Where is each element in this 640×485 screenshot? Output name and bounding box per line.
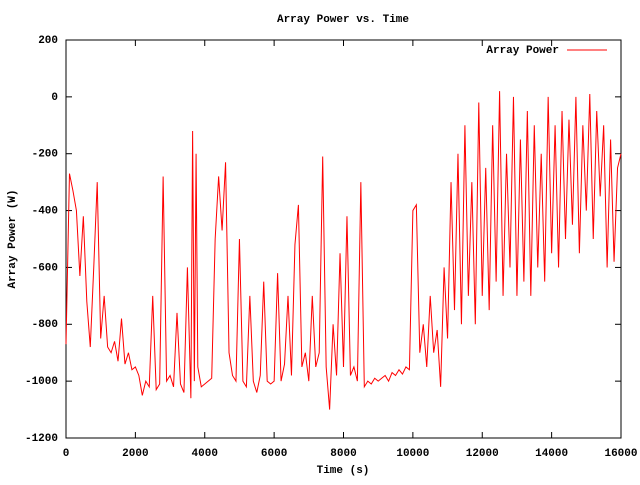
- x-tick-label: 0: [63, 448, 70, 460]
- x-tick-label: 2000: [122, 448, 148, 460]
- x-axis-label: Time (s): [317, 465, 370, 477]
- y-tick-label: -800: [32, 319, 58, 331]
- y-tick-label: 0: [51, 92, 58, 104]
- x-tick-label: 4000: [192, 448, 218, 460]
- data-line: [65, 91, 622, 410]
- x-tick-label: 8000: [330, 448, 356, 460]
- y-tick-label: -400: [32, 205, 58, 217]
- chart-title: Array Power vs. Time: [277, 14, 409, 26]
- y-axis-label: Array Power (W): [7, 189, 19, 288]
- x-tick-label: 12000: [466, 448, 499, 460]
- y-tick-label: -200: [32, 149, 58, 161]
- y-tick-label: -1200: [25, 433, 58, 445]
- x-tick-label: 10000: [396, 448, 429, 460]
- y-tick-label: -600: [32, 262, 58, 274]
- x-tick-label: 14000: [535, 448, 568, 460]
- x-tick-label: 16000: [604, 448, 637, 460]
- x-tick-label: 6000: [261, 448, 287, 460]
- y-tick-label: -1000: [25, 376, 58, 388]
- y-tick-label: 200: [38, 35, 58, 47]
- legend-label: Array Power: [486, 45, 559, 57]
